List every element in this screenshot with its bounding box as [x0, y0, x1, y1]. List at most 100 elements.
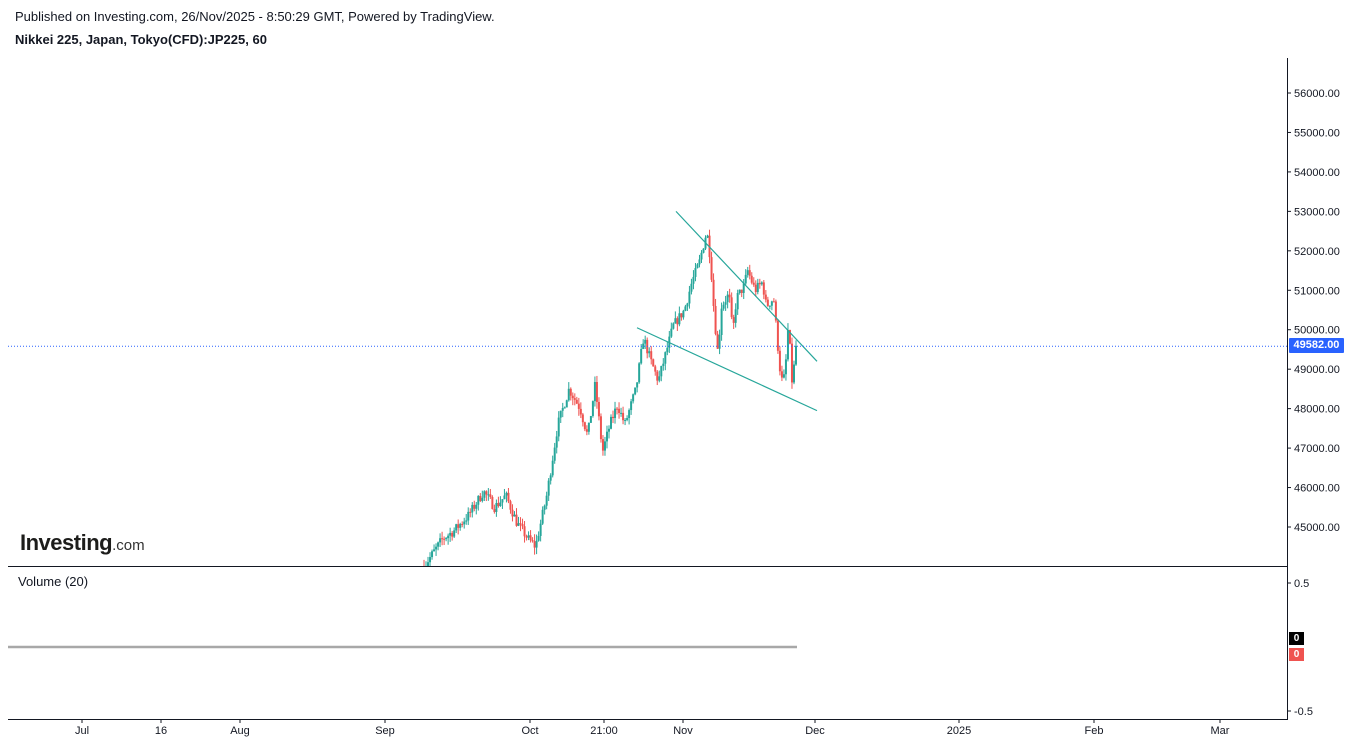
candle-body — [732, 317, 735, 323]
candle-body — [680, 313, 683, 318]
candle-body — [712, 279, 715, 306]
candle-body — [614, 408, 617, 419]
candle — [455, 523, 458, 534]
candle — [686, 302, 689, 311]
candle-body — [656, 371, 659, 381]
candle — [525, 534, 528, 541]
candle — [792, 360, 795, 385]
candle-body — [601, 439, 604, 451]
candle — [547, 478, 550, 502]
trendline-lower — [636, 327, 818, 412]
candle — [716, 330, 719, 349]
candle-body — [702, 248, 705, 253]
candle — [644, 335, 647, 349]
candle-body — [463, 521, 466, 525]
candle-body — [758, 282, 761, 285]
candle-body — [529, 535, 532, 541]
price-tick-label: 47000.00 — [1294, 443, 1340, 455]
candle — [730, 292, 733, 320]
candle — [489, 488, 492, 499]
last-price-tag: 49582.00 — [1289, 338, 1344, 354]
candle-body — [692, 276, 695, 284]
candle-body — [638, 363, 641, 383]
candle-body — [678, 313, 681, 325]
candle-body — [698, 259, 701, 265]
candle — [479, 493, 482, 503]
candle-body — [784, 359, 787, 375]
candle-body — [513, 514, 516, 517]
candle-body — [714, 305, 717, 334]
candle — [563, 406, 566, 409]
logo-suffix: .com — [112, 537, 145, 554]
candle-body — [525, 536, 528, 538]
candle-body — [612, 416, 615, 419]
time-tick-label: 2025 — [947, 725, 971, 737]
candle-body — [603, 441, 606, 451]
candle — [435, 543, 438, 556]
candle — [467, 507, 470, 525]
candle — [441, 531, 444, 546]
candle — [541, 506, 544, 525]
candle-body — [682, 310, 685, 318]
candle — [453, 527, 456, 538]
candle-body — [618, 408, 621, 414]
candle-body — [555, 436, 558, 448]
candle — [680, 313, 683, 321]
candle — [507, 488, 510, 504]
price-tick-label: 52000.00 — [1294, 246, 1340, 258]
candle — [676, 316, 679, 331]
candle — [684, 304, 687, 312]
candle-body — [481, 497, 484, 501]
candle-body — [501, 499, 504, 503]
candle — [770, 300, 773, 311]
candle-body — [760, 282, 763, 285]
candle-body — [459, 523, 462, 528]
candle — [642, 339, 645, 350]
candle-body — [559, 410, 562, 418]
candle — [630, 398, 633, 415]
candle-body — [658, 376, 661, 381]
time-tick-label: Sep — [375, 725, 395, 737]
candle-body — [589, 415, 592, 423]
candle — [738, 289, 741, 295]
candle-body — [640, 348, 643, 364]
volume-down-tag: 0 — [1289, 648, 1304, 661]
candle — [734, 303, 737, 328]
candle — [690, 278, 693, 295]
candle — [451, 530, 454, 541]
candle-body — [467, 511, 470, 521]
candle — [612, 410, 615, 424]
candle — [650, 346, 653, 365]
candle-body — [535, 540, 538, 548]
candle-body — [772, 301, 775, 303]
candle — [567, 382, 570, 402]
candle — [575, 396, 578, 405]
candle — [774, 299, 777, 323]
candle-body — [497, 502, 500, 507]
candle — [756, 278, 759, 295]
candle — [527, 531, 530, 541]
candle-body — [595, 381, 598, 402]
candle — [640, 344, 643, 365]
candle-body — [507, 492, 510, 502]
candle — [539, 519, 542, 542]
candle — [555, 430, 558, 454]
candle-body — [768, 305, 771, 307]
candle-body — [720, 308, 723, 336]
candle — [760, 281, 763, 286]
candle — [754, 280, 757, 296]
candle — [531, 537, 534, 543]
candle — [599, 413, 602, 443]
candle-body — [465, 520, 468, 522]
symbol-title: Nikkei 225, Japan, Tokyo(CFD):JP225, 60 — [15, 32, 267, 47]
candle — [559, 410, 562, 424]
candle — [519, 517, 522, 532]
candle-body — [447, 535, 450, 539]
candle — [557, 411, 560, 442]
candle — [587, 422, 590, 435]
candle — [553, 442, 556, 464]
candle — [473, 500, 476, 512]
candle-body — [461, 523, 464, 525]
candle — [740, 289, 743, 298]
